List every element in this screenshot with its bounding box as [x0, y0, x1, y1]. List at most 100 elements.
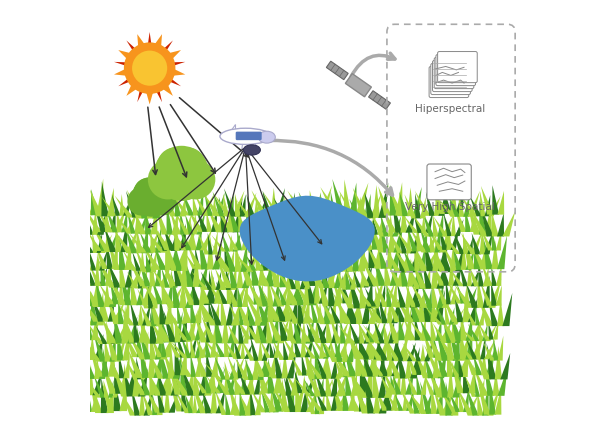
Polygon shape — [88, 364, 94, 395]
Polygon shape — [273, 279, 279, 306]
Polygon shape — [117, 216, 132, 234]
Polygon shape — [192, 394, 198, 413]
Polygon shape — [95, 206, 114, 232]
Polygon shape — [224, 329, 230, 357]
Polygon shape — [68, 366, 84, 395]
Polygon shape — [331, 367, 337, 397]
Polygon shape — [358, 336, 370, 360]
Polygon shape — [240, 337, 255, 361]
Polygon shape — [378, 183, 388, 218]
Polygon shape — [250, 250, 260, 286]
Polygon shape — [191, 278, 201, 305]
Polygon shape — [447, 365, 454, 397]
Polygon shape — [206, 375, 221, 393]
Polygon shape — [319, 185, 332, 216]
Polygon shape — [433, 216, 448, 236]
Polygon shape — [127, 317, 138, 343]
Polygon shape — [368, 262, 375, 286]
Polygon shape — [238, 253, 254, 286]
Polygon shape — [213, 310, 224, 343]
Polygon shape — [322, 340, 339, 362]
Polygon shape — [271, 188, 277, 215]
Polygon shape — [425, 288, 432, 322]
Polygon shape — [405, 210, 415, 233]
Polygon shape — [293, 314, 302, 344]
Polygon shape — [258, 197, 267, 217]
Polygon shape — [331, 354, 337, 379]
Polygon shape — [271, 232, 276, 252]
Polygon shape — [332, 179, 345, 215]
Polygon shape — [104, 227, 117, 252]
Polygon shape — [275, 213, 284, 235]
Polygon shape — [273, 339, 285, 360]
Polygon shape — [327, 61, 348, 80]
Polygon shape — [466, 282, 479, 308]
Polygon shape — [84, 281, 100, 307]
Polygon shape — [212, 230, 218, 254]
Polygon shape — [241, 340, 245, 359]
Polygon shape — [465, 337, 478, 359]
Polygon shape — [282, 320, 298, 344]
Polygon shape — [416, 349, 422, 375]
Polygon shape — [355, 340, 363, 376]
Polygon shape — [338, 325, 356, 344]
Polygon shape — [256, 232, 261, 253]
Polygon shape — [237, 285, 244, 307]
Polygon shape — [423, 371, 435, 395]
Polygon shape — [444, 213, 452, 236]
Polygon shape — [216, 207, 235, 232]
Polygon shape — [339, 301, 346, 323]
Polygon shape — [96, 256, 116, 288]
Polygon shape — [386, 239, 393, 269]
Polygon shape — [229, 235, 234, 251]
Polygon shape — [476, 335, 481, 359]
Polygon shape — [430, 232, 436, 253]
Polygon shape — [461, 311, 467, 341]
Polygon shape — [150, 318, 165, 343]
Polygon shape — [442, 233, 461, 254]
Polygon shape — [243, 306, 248, 325]
Polygon shape — [195, 297, 201, 323]
Polygon shape — [216, 282, 228, 304]
Polygon shape — [435, 319, 442, 341]
Polygon shape — [173, 311, 183, 343]
Polygon shape — [269, 340, 275, 358]
Polygon shape — [438, 187, 448, 216]
Polygon shape — [258, 263, 270, 286]
Polygon shape — [303, 277, 310, 305]
Polygon shape — [145, 229, 164, 251]
Polygon shape — [210, 366, 216, 393]
Polygon shape — [175, 340, 182, 375]
Polygon shape — [245, 247, 259, 272]
Polygon shape — [333, 292, 352, 324]
Polygon shape — [448, 195, 461, 217]
Polygon shape — [202, 337, 221, 357]
Polygon shape — [287, 190, 307, 216]
Polygon shape — [319, 334, 324, 359]
Polygon shape — [138, 304, 144, 325]
Polygon shape — [99, 266, 108, 286]
Polygon shape — [202, 390, 212, 413]
Polygon shape — [275, 252, 287, 271]
Polygon shape — [138, 212, 147, 234]
Polygon shape — [321, 195, 333, 216]
Polygon shape — [180, 345, 187, 375]
Polygon shape — [385, 291, 401, 322]
Polygon shape — [493, 337, 499, 360]
Polygon shape — [193, 253, 200, 287]
Polygon shape — [390, 374, 396, 393]
Polygon shape — [87, 264, 96, 286]
Polygon shape — [459, 262, 468, 286]
Polygon shape — [412, 241, 428, 271]
Polygon shape — [372, 219, 378, 250]
Polygon shape — [410, 229, 419, 253]
Polygon shape — [305, 390, 324, 411]
Polygon shape — [219, 196, 229, 232]
Polygon shape — [478, 261, 484, 286]
Polygon shape — [497, 213, 504, 236]
Polygon shape — [362, 212, 375, 235]
Polygon shape — [287, 231, 293, 251]
Polygon shape — [170, 317, 188, 340]
Polygon shape — [105, 329, 119, 360]
Polygon shape — [375, 286, 381, 307]
